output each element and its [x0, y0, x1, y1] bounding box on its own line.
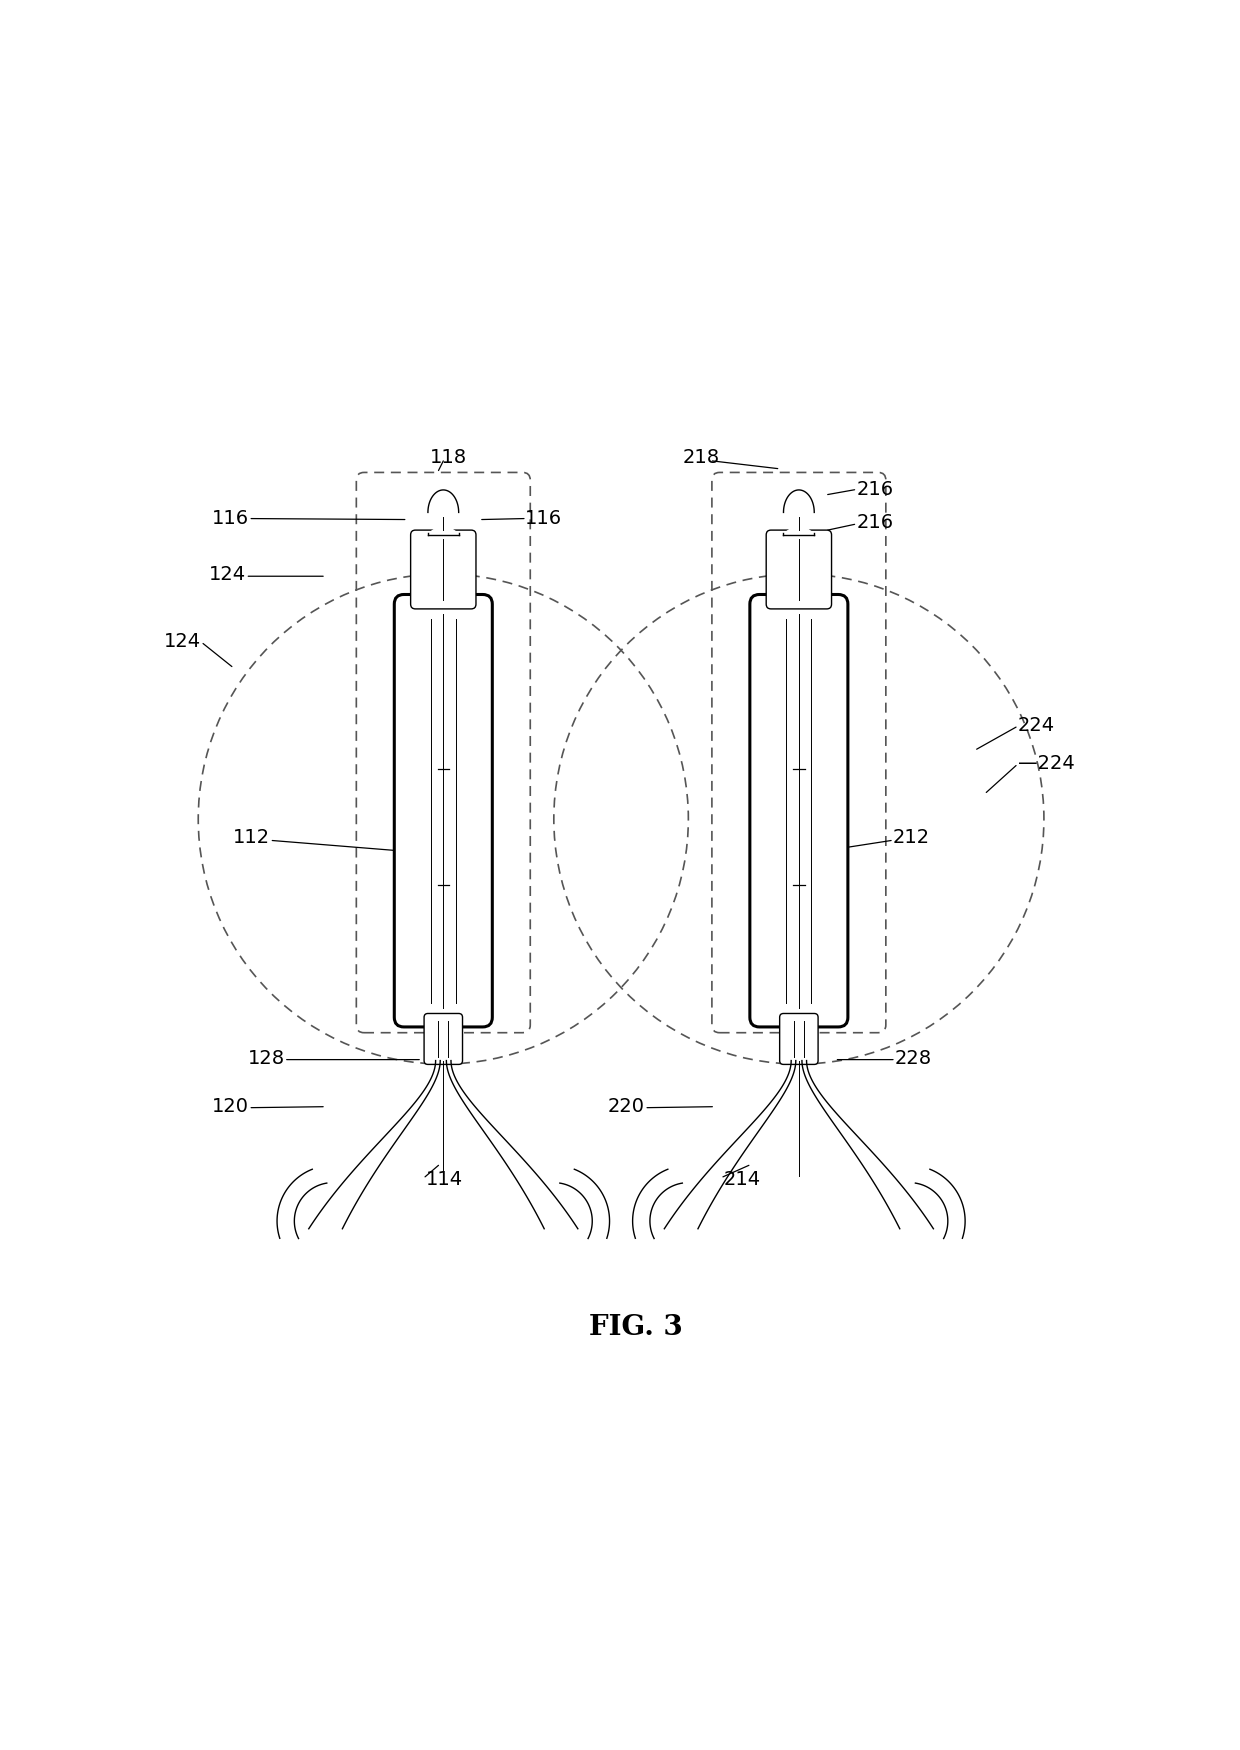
Text: 116: 116 — [212, 509, 249, 528]
FancyBboxPatch shape — [780, 1013, 818, 1064]
Text: 120: 120 — [212, 1097, 249, 1116]
FancyBboxPatch shape — [750, 595, 848, 1027]
Text: 124: 124 — [210, 565, 247, 584]
Text: 128: 128 — [248, 1050, 285, 1068]
Text: 112: 112 — [233, 828, 270, 847]
Text: 114: 114 — [427, 1171, 463, 1190]
Text: —224: —224 — [1018, 754, 1075, 774]
FancyBboxPatch shape — [394, 595, 492, 1027]
Text: 124: 124 — [164, 632, 201, 651]
Text: 212: 212 — [893, 828, 930, 847]
Text: 218: 218 — [682, 448, 719, 467]
Text: FIG. 3: FIG. 3 — [589, 1314, 682, 1340]
FancyBboxPatch shape — [766, 530, 832, 609]
FancyBboxPatch shape — [424, 1013, 463, 1064]
Text: 118: 118 — [429, 448, 466, 467]
Text: 220: 220 — [608, 1097, 645, 1116]
Text: 216: 216 — [857, 480, 894, 499]
FancyBboxPatch shape — [410, 530, 476, 609]
Text: 224: 224 — [1018, 716, 1055, 735]
Text: 216: 216 — [857, 513, 894, 532]
Text: 228: 228 — [895, 1050, 932, 1068]
Polygon shape — [428, 490, 459, 534]
Text: 116: 116 — [525, 509, 562, 528]
Text: 214: 214 — [724, 1171, 761, 1190]
Polygon shape — [784, 490, 815, 534]
